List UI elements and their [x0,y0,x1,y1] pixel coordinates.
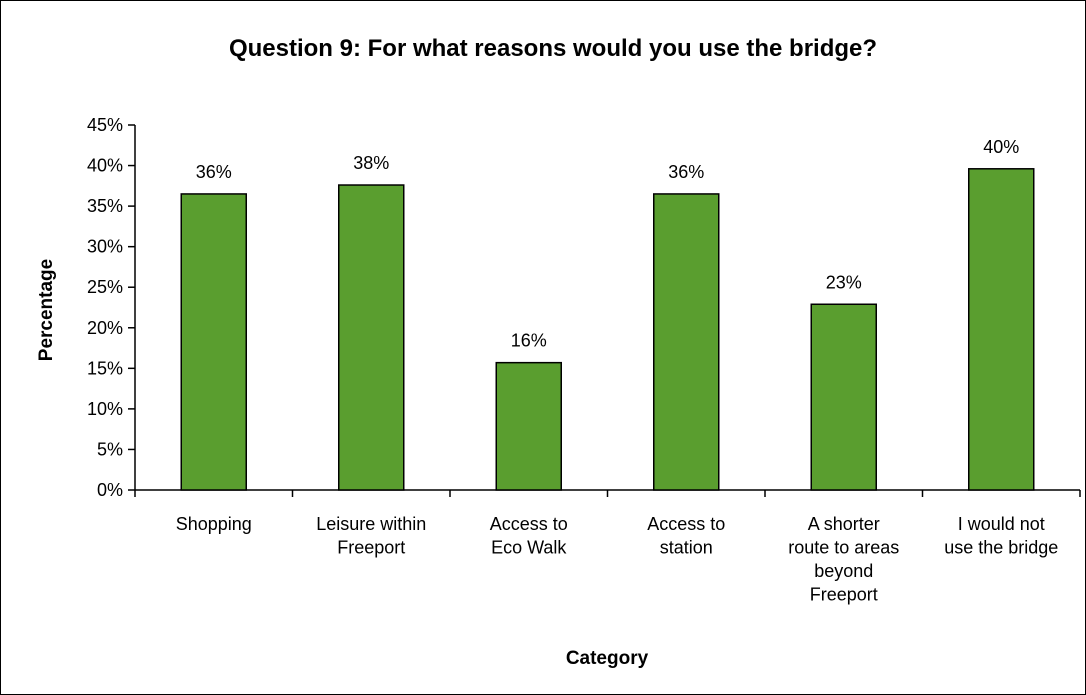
category-label-line: Access to [490,514,568,534]
y-tick-label: 25% [87,277,123,297]
category-label-line: Leisure within [316,514,426,534]
y-tick-label: 0% [97,480,123,500]
data-label: 36% [196,162,232,182]
data-label: 40% [983,137,1019,157]
category-label-line: use the bridge [944,538,1058,558]
bar [653,193,720,491]
category-label-line: I would not [958,514,1045,534]
category-label-line: Shopping [176,514,252,534]
category-label: Access to Eco Walk [490,514,568,558]
bar [968,168,1035,491]
y-tick-label: 5% [97,439,123,459]
category-label-line: route to areas [788,538,899,558]
data-label: 38% [353,153,389,173]
bar [180,193,247,491]
category-label-line: Freeport [337,538,405,558]
chart-title: Question 9: For what reasons would you u… [229,35,877,62]
category-label: A shorter route to areas beyond Freeport [788,514,899,605]
y-tick-label: 20% [87,318,123,338]
category-label: Access to station [647,514,725,558]
y-tick-label: 45% [87,115,123,135]
data-label: 36% [668,162,704,182]
y-axis-title: Percentage [36,259,57,361]
category-label-line: Freeport [810,585,878,605]
y-tick-label: 10% [87,399,123,419]
plot-area: 0% 5% 10% 15% 20% 25% 30% 35% 40% 45% 36% Shopping 3… [87,115,1081,605]
y-tick-label: 15% [87,358,123,378]
y-tick-label: 40% [87,156,123,176]
category-label: Shopping [176,514,252,534]
y-tick-label: 35% [87,196,123,216]
data-label: 23% [826,272,862,292]
bar [495,361,562,491]
category-label: Leisure within Freeport [316,514,426,558]
category-label: I would not use the bridge [944,514,1058,558]
category-label-line: beyond [814,561,873,581]
x-axis-title: Category [566,648,649,669]
category-label-line: Eco Walk [491,538,567,558]
category-label-line: A shorter [808,514,880,534]
y-tick-label: 30% [87,237,123,257]
bar [338,184,405,491]
bar [810,303,877,491]
category-label-line: Access to [647,514,725,534]
data-label: 16% [511,331,547,351]
category-label-line: station [660,538,713,558]
